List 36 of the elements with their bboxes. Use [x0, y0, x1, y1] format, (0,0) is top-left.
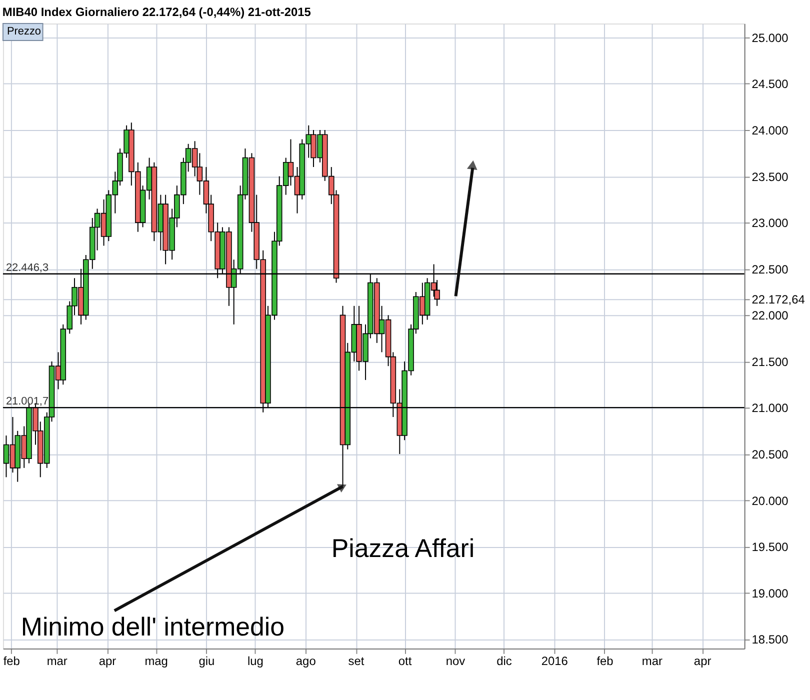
x-tick-label: lug [248, 654, 264, 668]
ref-line-label: 21.001,7 [6, 396, 49, 408]
x-tick-label: ago [296, 654, 316, 668]
x-tick-label: dic [496, 654, 512, 668]
y-tick-label: 22.172,64 [752, 292, 806, 307]
y-tick-label: 19.500 [752, 540, 789, 554]
y-tick-label: 24.500 [752, 77, 789, 92]
x-tick-label: nov [446, 654, 466, 668]
x-tick-label: feb [3, 654, 20, 668]
x-tick-label: apr [98, 654, 116, 668]
x-tick-label: set [348, 654, 365, 668]
x-tick-label: ott [398, 654, 412, 668]
annotation: Minimo dell' intermedio [20, 614, 285, 642]
x-tick-label: mar [46, 654, 68, 668]
x-tick-label: mar [642, 654, 662, 668]
x-tick-label: apr [694, 654, 712, 668]
chart-title: MIB40 Index Giornaliero 22.172,64 (-0,44%) 21-ott-2015 [2, 5, 312, 20]
y-tick-label: 21.500 [752, 354, 789, 369]
y-tick-label: 22.500 [752, 262, 789, 276]
x-tick-label: giu [198, 654, 215, 668]
y-tick-label: 21.000 [752, 401, 789, 416]
x-tick-label: mag [144, 654, 168, 668]
ref-line-label: 22.446,3 [6, 262, 49, 274]
annotation: Piazza Affari [331, 534, 475, 563]
annotation: Prezzo [6, 25, 42, 38]
y-tick-label: 20.000 [752, 494, 789, 508]
y-tick-label: 19.000 [752, 586, 789, 600]
x-tick-label: 2016 [541, 654, 568, 668]
y-tick-label: 23.000 [752, 216, 789, 230]
y-tick-label: 23.500 [752, 170, 789, 184]
x-tick-label: feb [596, 654, 614, 668]
y-tick-label: 18.500 [752, 632, 789, 647]
y-tick-label: 25.000 [752, 30, 789, 45]
y-tick-label: 24.000 [752, 123, 789, 138]
y-tick-label: 20.500 [752, 448, 789, 462]
y-tick-label: 22.000 [752, 308, 789, 323]
